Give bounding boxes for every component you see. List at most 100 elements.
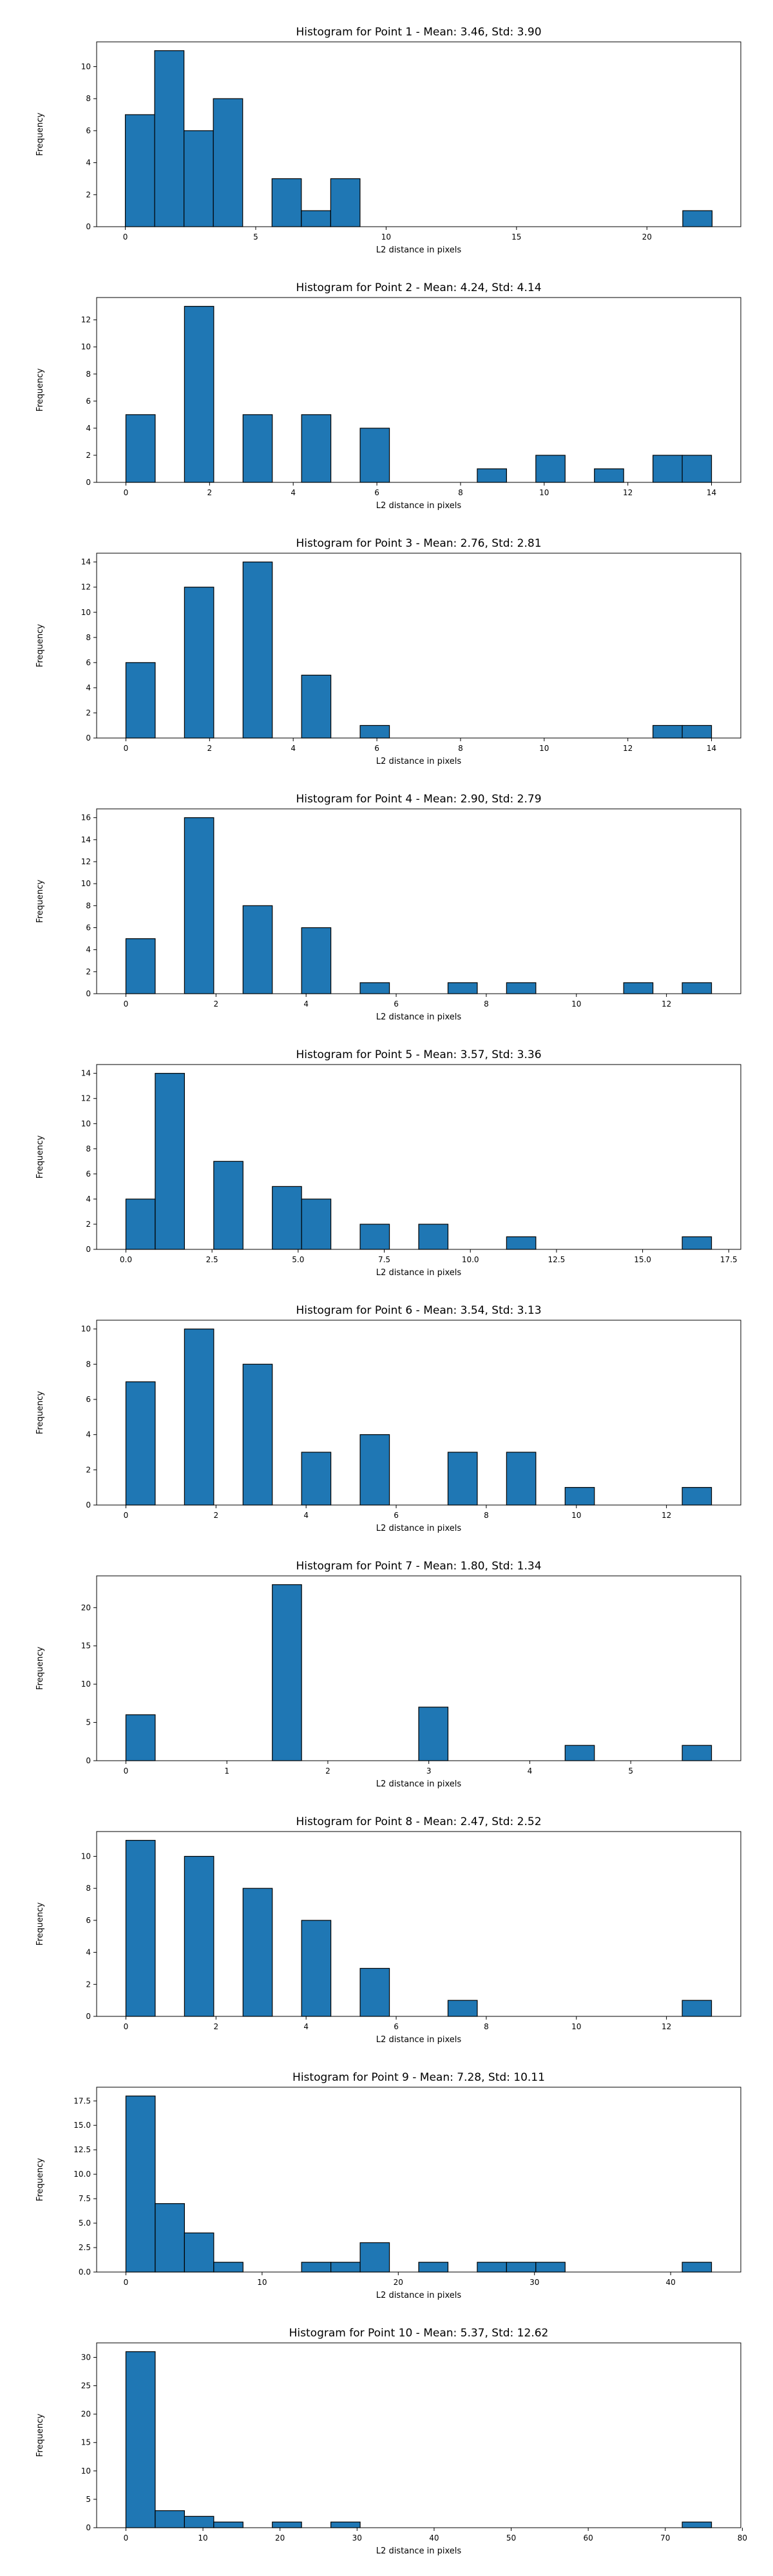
histogram-bar [242,905,273,994]
histogram-bar [125,938,156,994]
x-tick-label: 8 [484,1511,489,1520]
x-tick-label: 10 [381,232,391,242]
axes-frame [96,553,741,739]
x-tick-label: 8 [458,744,463,753]
y-tick-label: 8 [86,1884,91,1893]
x-tick-label: 10 [257,2278,267,2287]
y-tick-label: 5 [86,1718,91,1727]
y-tick-label: 0 [86,478,91,487]
axes-frame [96,1831,741,2017]
y-tick-label: 10 [81,2467,91,2476]
y-tick-label: 20 [81,1603,91,1612]
y-tick-label: 10 [81,343,91,352]
histogram-bar [301,674,332,739]
y-tick-label: 0 [86,1501,91,1510]
y-tick-label: 12.5 [73,2145,91,2154]
y-tick-label: 25 [81,2382,91,2391]
y-tick-label: 0 [86,2523,91,2532]
y-tick-label: 6 [86,1170,91,1179]
x-axis-label: L2 distance in pixels [376,1524,462,1533]
histogram-bar [682,210,713,227]
y-tick-label: 2.5 [79,2243,91,2252]
y-tick-label: 0 [86,1245,91,1254]
histogram-bar [242,414,273,483]
x-tick-label: 40 [429,2533,439,2543]
histogram-bar [564,1487,595,1506]
x-axis-label: L2 distance in pixels [376,501,462,511]
y-tick-label: 4 [86,945,91,954]
x-axis-label: L2 distance in pixels [376,2291,462,2300]
histogram-bar [535,455,566,483]
x-tick-label: 10 [539,744,549,753]
histogram-panel-6: 0 2 4 6 8 10 12 0 2 4 6 8 10 Histogram for Point 6 - … [35,1304,741,1533]
axes-frame [96,1064,741,1250]
y-tick-label: 2 [86,190,91,199]
chart-title: Histogram for Point 9 - Mean: 7.28, Std:… [292,2071,545,2084]
y-tick-label: 4 [86,1195,91,1204]
x-tick-label: 2 [207,744,213,753]
x-tick-label: 4 [303,2022,309,2031]
histogram-bar [184,1855,215,2017]
x-tick-label: 5 [628,1766,633,1776]
histogram-panel-4: 0 2 4 6 8 10 12 0 2 4 6 8 10 12 14 16 Histogram for Poin… [35,793,741,1022]
x-tick-label: 0 [124,2278,129,2287]
x-tick-label: 10 [571,999,581,1009]
histogram-bar [272,1584,302,1761]
y-tick-label: 10 [81,608,91,617]
y-tick-label: 0 [86,222,91,231]
x-tick-label: 30 [530,2278,539,2287]
y-tick-label: 4 [86,1430,91,1439]
y-tick-label: 4 [86,158,91,167]
x-tick-label: 8 [484,2022,489,2031]
histogram-bar [594,468,624,483]
histogram-bar [477,2262,507,2273]
y-tick-label: 12 [81,1094,91,1103]
y-tick-label: 14 [81,558,91,567]
histogram-bar [155,2510,185,2528]
histogram-bar [359,2242,390,2273]
y-tick-label: 8 [86,370,91,379]
chart-title: Histogram for Point 10 - Mean: 5.37, Std… [289,2327,549,2340]
histogram-bar [125,2096,156,2273]
x-tick-label: 2 [213,999,218,1009]
x-tick-label: 30 [352,2533,362,2543]
histogram-bar [359,982,390,994]
histogram-bar [184,817,215,994]
histogram-bar [682,724,712,739]
x-axis-label: L2 distance in pixels [376,2546,462,2556]
histogram-bar [682,1745,712,1761]
x-tick-label: 2.5 [206,1255,218,1264]
histogram-bar [330,2521,361,2528]
x-tick-label: 0 [124,1766,129,1776]
y-tick-label: 6 [86,397,91,406]
histogram-bar [213,2262,243,2273]
y-tick-label: 2 [86,451,91,460]
histogram-bar [418,1707,449,1761]
histogram-bar [125,662,156,739]
x-tick-label: 4 [303,999,309,1009]
x-tick-label: 0 [124,999,129,1009]
y-tick-label: 15.0 [73,2121,91,2130]
axes-frame [96,297,741,483]
x-tick-label: 4 [303,1511,309,1520]
x-tick-label: 2 [207,488,213,497]
y-axis-label: Frequency [35,1902,45,1946]
y-tick-label: 4 [86,683,91,692]
histogram-bar [301,1452,332,1506]
x-tick-label: 6 [394,1511,399,1520]
histogram-bar [213,98,243,227]
x-tick-label: 8 [458,488,463,497]
histogram-panel-5: 0.0 2.5 5.0 7.5 10.0 12.5 15.0 17.5 0 2 4 6 8 10 12 14 H… [35,1048,741,1278]
y-tick-label: 6 [86,126,91,135]
histogram-bar [535,2262,566,2273]
histogram-bar [242,562,273,739]
y-tick-label: 2 [86,1220,91,1229]
x-tick-label: 40 [665,2278,675,2287]
x-tick-label: 2 [213,1511,218,1520]
y-tick-label: 16 [81,813,91,822]
x-axis-label: L2 distance in pixels [376,2035,462,2045]
x-tick-label: 20 [275,2533,285,2543]
x-tick-label: 8 [484,999,489,1009]
y-tick-label: 6 [86,658,91,667]
y-axis-label: Frequency [35,1391,45,1434]
